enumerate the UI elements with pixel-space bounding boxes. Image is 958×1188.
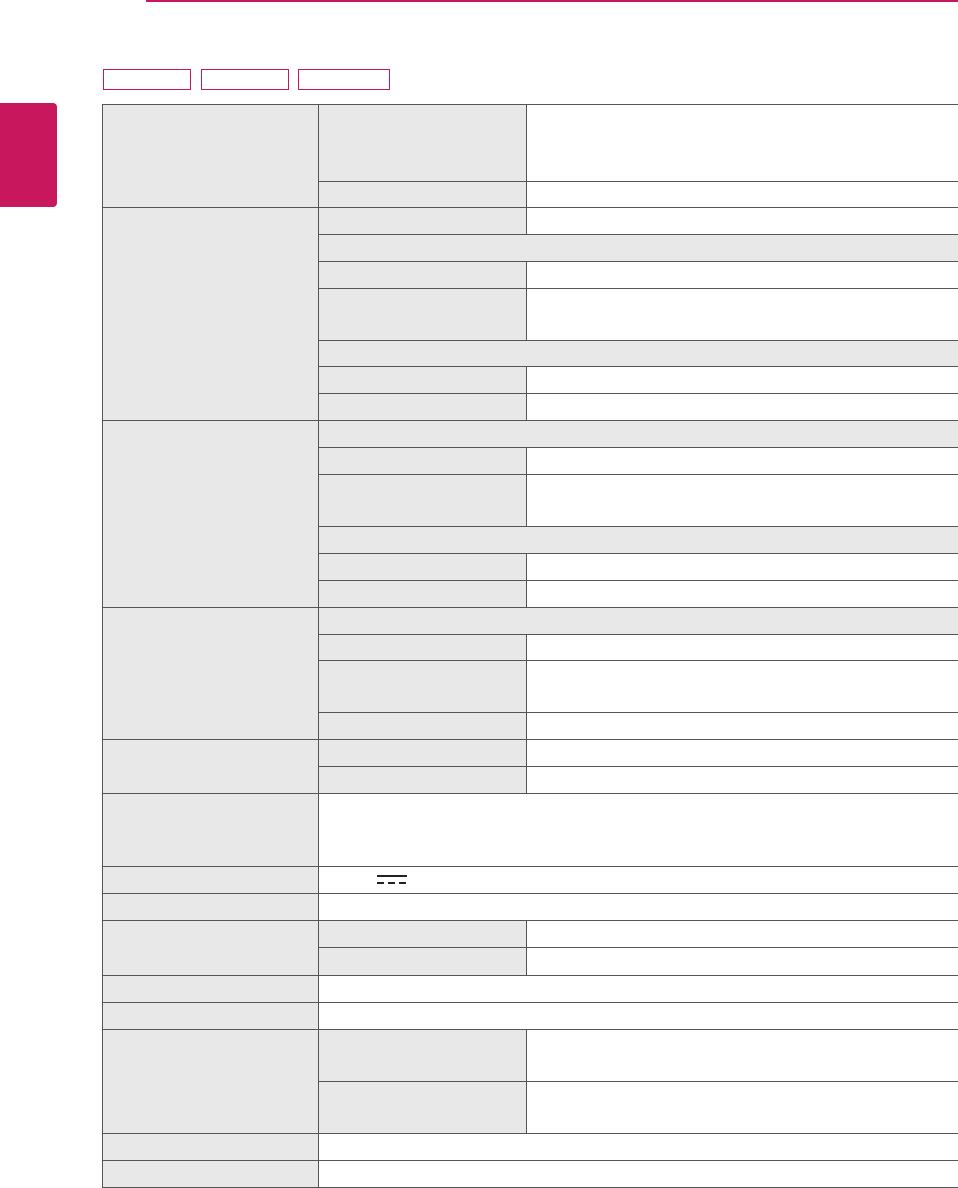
spec-label-cell	[319, 182, 527, 208]
spec-label-cell	[319, 554, 527, 581]
spec-label-cell	[319, 948, 527, 976]
spec-label-cell	[319, 262, 527, 289]
spec-value-cell	[319, 894, 958, 921]
spec-subheader-cell	[319, 341, 958, 367]
spec-value-cell	[527, 182, 958, 208]
spec-category-cell	[103, 740, 319, 794]
spec-label-cell	[319, 394, 527, 421]
table-row	[103, 1030, 958, 1082]
spec-value-cell	[319, 976, 958, 1003]
spec-label-cell	[319, 289, 527, 341]
spec-label-cell	[319, 367, 527, 394]
spec-category-cell	[103, 608, 319, 740]
header-rule	[146, 0, 958, 2]
table-row	[103, 894, 958, 921]
spec-category-cell	[103, 1003, 319, 1030]
spec-value-cell	[527, 394, 958, 421]
table-row	[103, 1134, 958, 1161]
spec-category-cell	[103, 105, 319, 208]
spec-label-cell	[319, 1082, 527, 1134]
spec-subheader-cell	[319, 608, 958, 635]
spec-label-cell	[319, 105, 527, 182]
spec-subheader-cell	[319, 235, 958, 262]
table-row	[103, 867, 958, 894]
spec-label-cell	[319, 921, 527, 948]
table-row	[103, 421, 958, 448]
spec-category-cell	[103, 1030, 319, 1134]
spec-category-cell	[103, 894, 319, 921]
spec-value-cell	[527, 767, 958, 794]
spec-category-cell	[103, 921, 319, 976]
spec-value-cell	[527, 948, 958, 976]
spec-label-cell	[319, 767, 527, 794]
table-row	[103, 1161, 958, 1188]
spec-value-cell	[527, 475, 958, 527]
model-tag-2	[201, 69, 289, 90]
table-row	[103, 105, 958, 182]
table-row	[103, 208, 958, 235]
spec-label-cell	[319, 713, 527, 740]
spec-value-cell	[527, 635, 958, 661]
spec-value-cell	[527, 661, 958, 713]
spec-label-cell	[319, 475, 527, 527]
spec-value-cell	[527, 367, 958, 394]
spec-subheader-cell	[319, 527, 958, 554]
spec-value-cell	[527, 921, 958, 948]
spec-value-cell	[527, 289, 958, 341]
spec-value-cell	[527, 713, 958, 740]
spec-value-cell	[319, 1161, 958, 1188]
spec-value-cell	[527, 1082, 958, 1134]
spec-value-cell	[527, 740, 958, 767]
spec-value-cell	[319, 1134, 958, 1161]
spec-category-cell	[103, 794, 319, 867]
spec-category-cell	[103, 867, 319, 894]
table-row	[103, 740, 958, 767]
spec-value-cell	[527, 581, 958, 608]
spec-category-cell	[103, 1161, 319, 1188]
table-row	[103, 976, 958, 1003]
spec-category-cell	[103, 421, 319, 608]
table-row	[103, 794, 958, 867]
spec-value-cell	[319, 1003, 958, 1030]
spec-label-cell	[319, 635, 527, 661]
spec-value-cell	[527, 554, 958, 581]
spec-label-cell	[319, 1030, 527, 1082]
spec-label-cell	[319, 740, 527, 767]
spec-category-cell	[103, 1134, 319, 1161]
spec-value-cell	[319, 867, 958, 894]
spec-label-cell	[319, 448, 527, 475]
direct-current-icon	[377, 875, 407, 884]
spec-subheader-cell	[319, 421, 958, 448]
spec-label-cell	[319, 581, 527, 608]
table-row	[103, 921, 958, 948]
spec-value-cell	[527, 448, 958, 475]
spec-value-cell	[527, 1030, 958, 1082]
spec-category-cell	[103, 208, 319, 421]
spec-value-cell	[319, 794, 958, 867]
model-tag-1	[103, 69, 191, 90]
spec-label-cell	[319, 661, 527, 713]
spec-value-cell	[527, 262, 958, 289]
spec-label-cell	[319, 208, 527, 235]
model-tag-3	[298, 69, 390, 90]
table-row	[103, 608, 958, 635]
spec-value-cell	[527, 208, 958, 235]
spec-value-cell	[527, 105, 958, 182]
spec-category-cell	[103, 976, 319, 1003]
section-tab	[0, 103, 57, 207]
specifications-table	[102, 104, 958, 1188]
table-row	[103, 1003, 958, 1030]
